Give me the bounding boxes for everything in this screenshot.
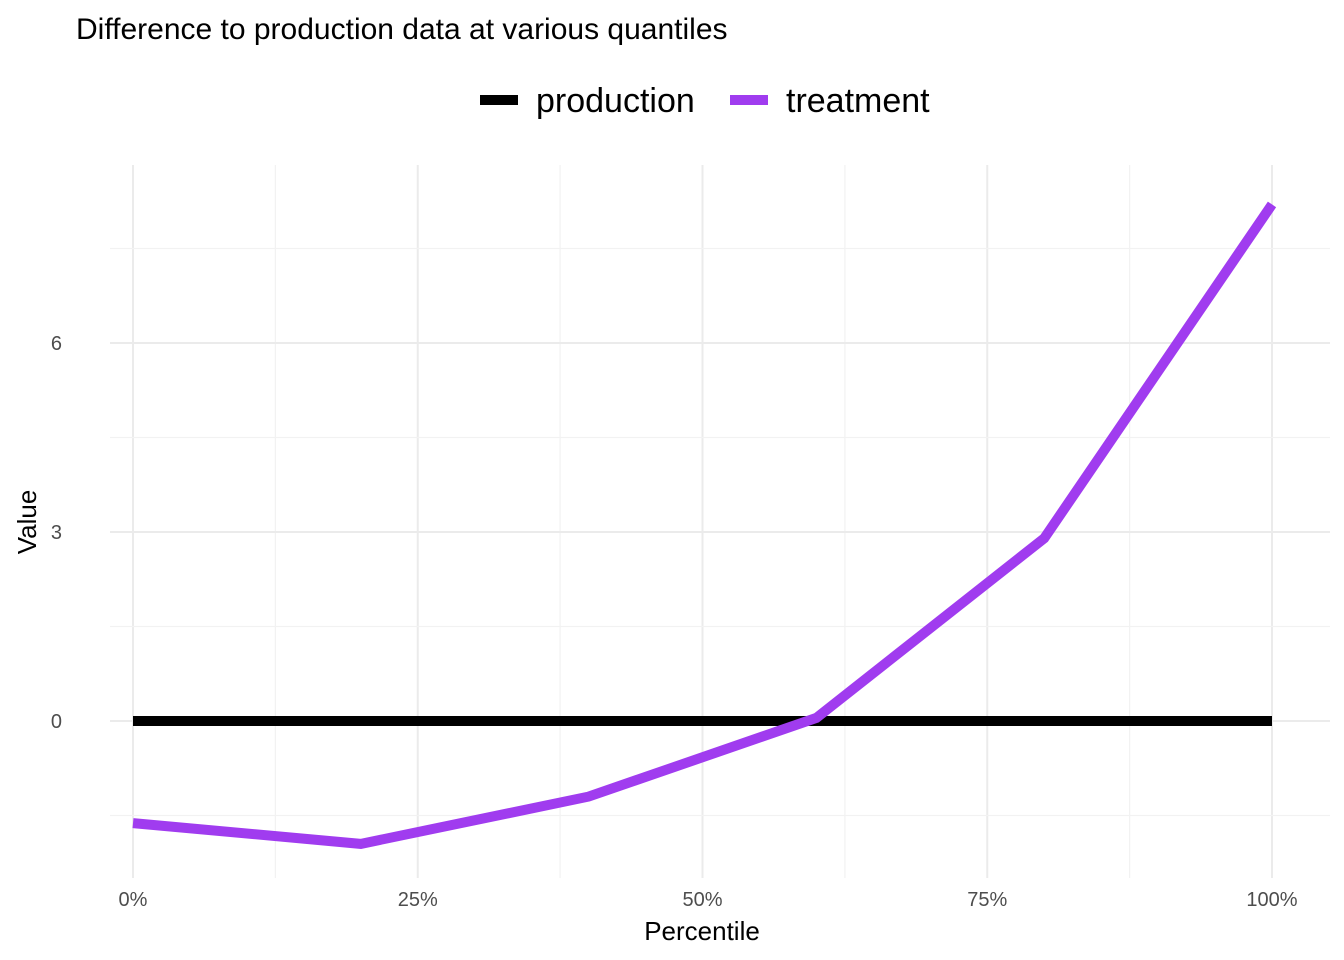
x-tick-label: 25% [398, 889, 438, 911]
grid [110, 165, 1330, 878]
series-layer [132, 201, 1277, 849]
legend-label-treatment: treatment [786, 82, 930, 120]
x-tick-label: 75% [967, 889, 1007, 911]
y-tick-label: 3 [51, 522, 62, 544]
legend-label-production: production [536, 82, 695, 120]
y-axis-ticks: 0 3 6 [51, 333, 62, 733]
y-axis-title: Value [12, 490, 42, 555]
x-axis-title: Percentile [644, 916, 760, 946]
legend: production treatment [480, 82, 930, 120]
y-tick-label: 0 [51, 711, 62, 733]
x-tick-label: 0% [119, 889, 148, 911]
y-tick-label: 6 [51, 333, 62, 355]
chart-title: Difference to production data at various… [76, 13, 728, 46]
x-axis-ticks: 0% 25% 50% 75% 100% [119, 889, 1298, 911]
x-tick-label: 100% [1246, 889, 1297, 911]
series-line-treatment [132, 201, 1277, 849]
x-tick-label: 50% [682, 889, 722, 911]
